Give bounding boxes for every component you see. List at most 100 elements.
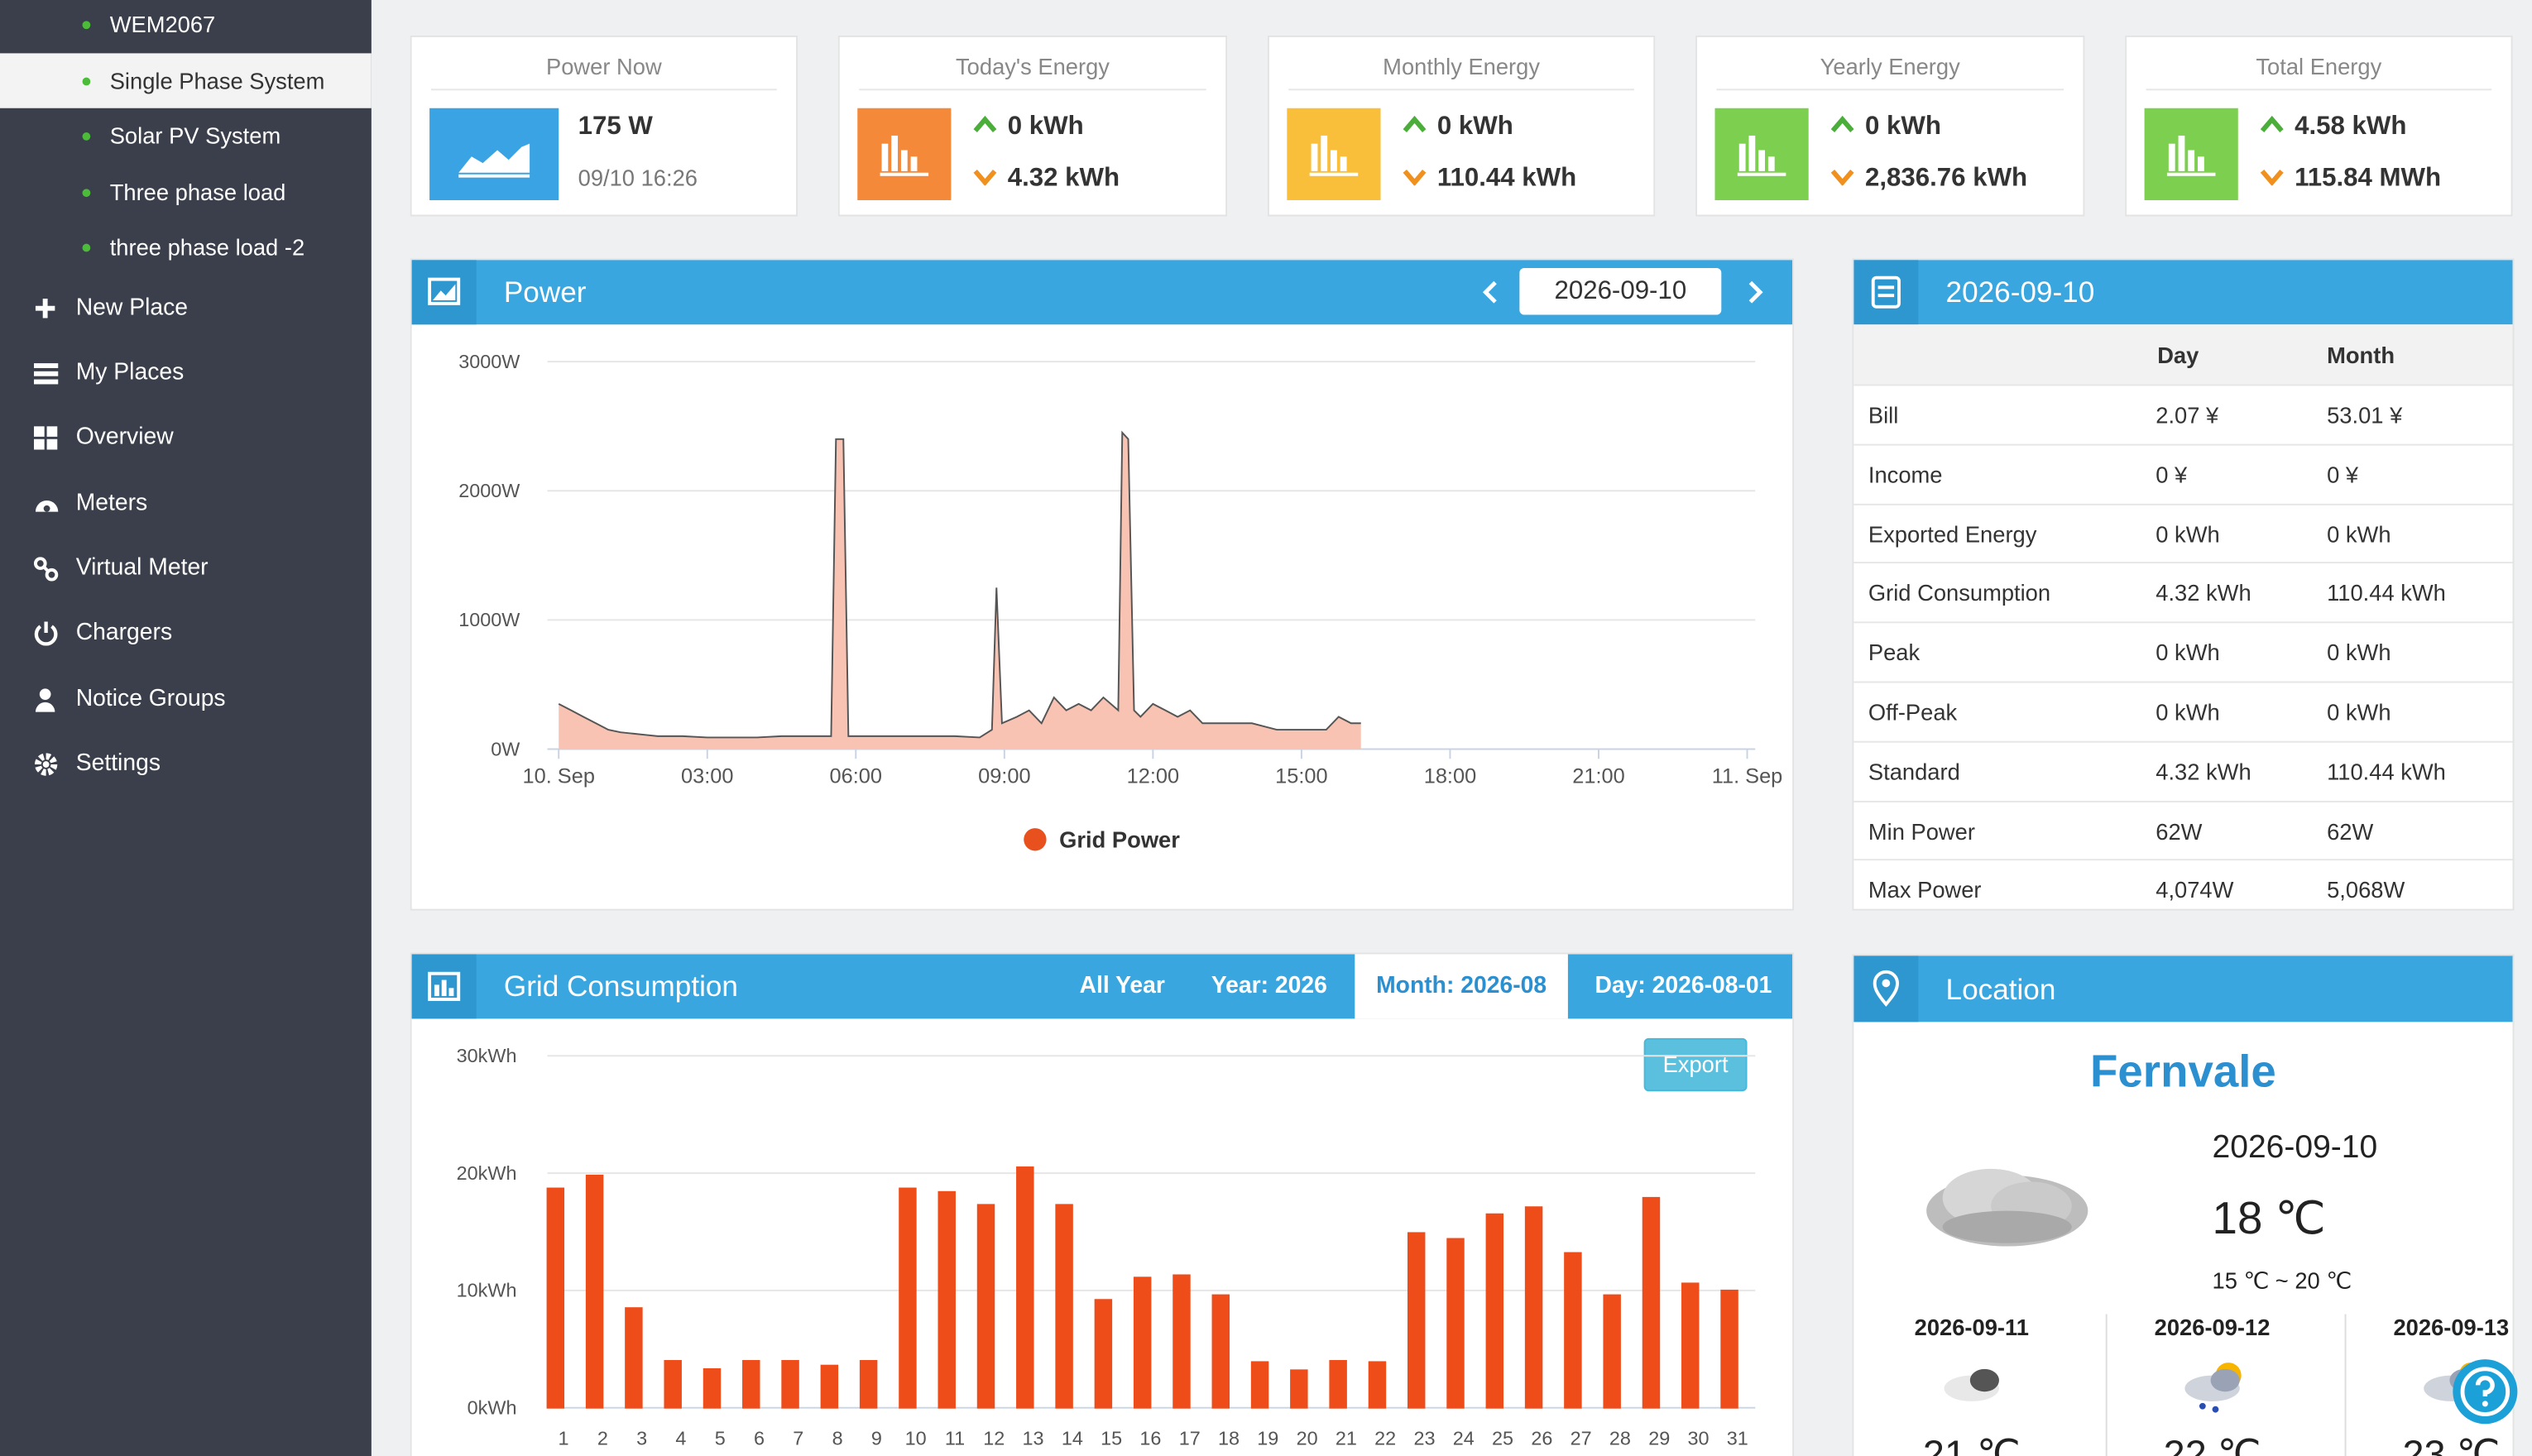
summary-panel: 2026-09-10 Day Month Bill 2.07 ¥ 53.01 ¥ Inco… bbox=[1852, 258, 2515, 911]
up-value: 4.58 kWh bbox=[2295, 113, 2407, 141]
place-item[interactable]: WEM2067 bbox=[0, 0, 372, 51]
cell: 0 kWh bbox=[2327, 639, 2391, 666]
menu-icon bbox=[33, 557, 59, 582]
x-tick-label: 06:00 bbox=[830, 764, 882, 788]
card-title: Monthly Energy bbox=[1288, 53, 1634, 91]
down-value: 4.32 kWh bbox=[1007, 165, 1120, 193]
power-panel: Power 2026-09-10 0W 1000W 2000W 3000W 10. Se… bbox=[410, 258, 1795, 911]
table-row: Max Power 4,074W 5,068W bbox=[1853, 859, 2513, 909]
x-tick-label: 16 bbox=[1139, 1428, 1161, 1449]
bar bbox=[781, 1360, 799, 1409]
x-tick-label: 12:00 bbox=[1127, 764, 1179, 788]
row-label: Income bbox=[1868, 461, 1943, 487]
status-dot bbox=[82, 21, 91, 30]
place-item[interactable]: three phase load -2 bbox=[0, 219, 372, 274]
next-day[interactable] bbox=[1743, 280, 1768, 305]
tab[interactable]: Day: 2026-08-01 bbox=[1594, 973, 1772, 999]
table-row: Standard 4.32 kWh 110.44 kWh bbox=[1853, 740, 2513, 800]
up-value: 0 kWh bbox=[1007, 113, 1084, 141]
x-tick-label: 14 bbox=[1062, 1428, 1083, 1449]
menu-icon bbox=[35, 688, 55, 712]
x-tick-label: 10 bbox=[905, 1428, 927, 1449]
menu-item[interactable]: Notice Groups bbox=[0, 670, 372, 728]
tab[interactable]: Year: 2026 bbox=[1211, 973, 1327, 999]
menu-item[interactable]: Meters bbox=[0, 475, 372, 533]
date-picker[interactable]: 2026-09-10 bbox=[1519, 267, 1722, 315]
bar bbox=[1642, 1196, 1661, 1409]
table-row: Grid Consumption 4.32 kWh 110.44 kWh bbox=[1853, 562, 2513, 622]
x-tick-label: 11. Sep bbox=[1712, 764, 1783, 788]
x-tick-label: 18:00 bbox=[1424, 764, 1476, 788]
card-title: Yearly Energy bbox=[1716, 53, 2064, 91]
cell: 0 kWh bbox=[2156, 639, 2220, 666]
x-tick-label: 3 bbox=[636, 1428, 647, 1449]
table-row: Off-Peak 0 kWh 0 kWh bbox=[1853, 681, 2513, 741]
forecast-date: 2026-09-12 bbox=[2154, 1314, 2271, 1340]
x-tick-label: 1 bbox=[559, 1428, 569, 1449]
card-icon bbox=[1714, 108, 1809, 200]
card-down: 4.32 kWh bbox=[972, 165, 1120, 194]
bar bbox=[1172, 1274, 1191, 1409]
cell: 2.07 ¥ bbox=[2156, 401, 2219, 429]
line bbox=[558, 430, 1361, 739]
bar bbox=[899, 1187, 917, 1409]
weather-icon bbox=[1926, 1168, 2088, 1247]
menu-label: Settings bbox=[75, 750, 161, 777]
y-tick-label: 1000W bbox=[458, 609, 520, 630]
menu-icon bbox=[33, 426, 58, 450]
tab[interactable]: Month: 2026-08 bbox=[1355, 954, 1568, 1019]
x-tick-label: 17 bbox=[1179, 1428, 1201, 1449]
cell: 4.32 kWh bbox=[2156, 580, 2251, 606]
card-up: 0 kWh bbox=[1829, 113, 1941, 142]
tab[interactable]: All Year bbox=[1079, 973, 1165, 999]
export-button[interactable]: Export bbox=[1643, 1037, 1748, 1092]
menu-item[interactable]: My Places bbox=[0, 344, 372, 402]
x-tick-label: 09:00 bbox=[978, 764, 1030, 788]
column-header: Day bbox=[2157, 342, 2199, 368]
legend-label[interactable]: Grid Power bbox=[1059, 827, 1180, 853]
bar bbox=[1720, 1289, 1738, 1409]
menu-label: Chargers bbox=[75, 620, 173, 646]
y-tick-label: 3000W bbox=[458, 351, 520, 372]
grid-panel: Grid Consumption All Year Year: 2026 Month… bbox=[410, 952, 1795, 1456]
y-tick-label: 0W bbox=[491, 738, 520, 759]
menu-item[interactable]: Chargers bbox=[0, 604, 372, 662]
menu-label: New Place bbox=[75, 295, 188, 322]
cell: 0 ¥ bbox=[2327, 461, 2359, 487]
place-item[interactable]: Three phase load bbox=[0, 165, 372, 219]
place-item[interactable]: Single Phase System bbox=[0, 53, 372, 108]
x-tick-label: 26 bbox=[1531, 1428, 1552, 1449]
prev-day[interactable] bbox=[1478, 280, 1503, 305]
row-label: Bill bbox=[1868, 401, 1899, 429]
cell: 53.01 ¥ bbox=[2327, 401, 2403, 429]
menu-label: Notice Groups bbox=[75, 686, 226, 712]
menu-item[interactable]: New Place bbox=[0, 280, 372, 338]
menu-icon bbox=[33, 363, 59, 385]
column-header: Month bbox=[2327, 342, 2395, 368]
up-value: 0 kWh bbox=[1864, 113, 1941, 141]
stat-card: Monthly Energy 0 kWh 110.44 kWh bbox=[1267, 35, 1656, 217]
menu-icon bbox=[35, 500, 59, 512]
menu-icon bbox=[35, 299, 55, 318]
x-tick-label: 6 bbox=[754, 1428, 765, 1449]
menu-label: Overview bbox=[75, 424, 174, 451]
x-tick-label: 31 bbox=[1727, 1428, 1748, 1449]
x-tick-label: 10. Sep bbox=[523, 764, 595, 788]
card-icon bbox=[1287, 108, 1381, 200]
menu-item[interactable]: Virtual Meter bbox=[0, 539, 372, 597]
down-value: 115.84 MWh bbox=[2295, 165, 2442, 193]
menu-item[interactable]: Settings bbox=[0, 735, 372, 793]
panel-header: Grid Consumption All Year Year: 2026 Month… bbox=[411, 954, 1793, 1019]
status-dot bbox=[82, 132, 91, 141]
place-name: WEM2067 bbox=[109, 11, 216, 37]
x-tick-label: 13 bbox=[1023, 1428, 1044, 1449]
help-button[interactable] bbox=[2453, 1359, 2518, 1425]
place-item[interactable]: Solar PV System bbox=[0, 108, 372, 163]
menu-item[interactable]: Overview bbox=[0, 409, 372, 467]
stat-card: Power Now 175 W 09/10 16:26 bbox=[410, 35, 798, 217]
x-tick-label: 28 bbox=[1609, 1428, 1631, 1449]
temperature: 18 ℃ bbox=[2212, 1193, 2326, 1243]
row-label: Grid Consumption bbox=[1868, 580, 2051, 606]
